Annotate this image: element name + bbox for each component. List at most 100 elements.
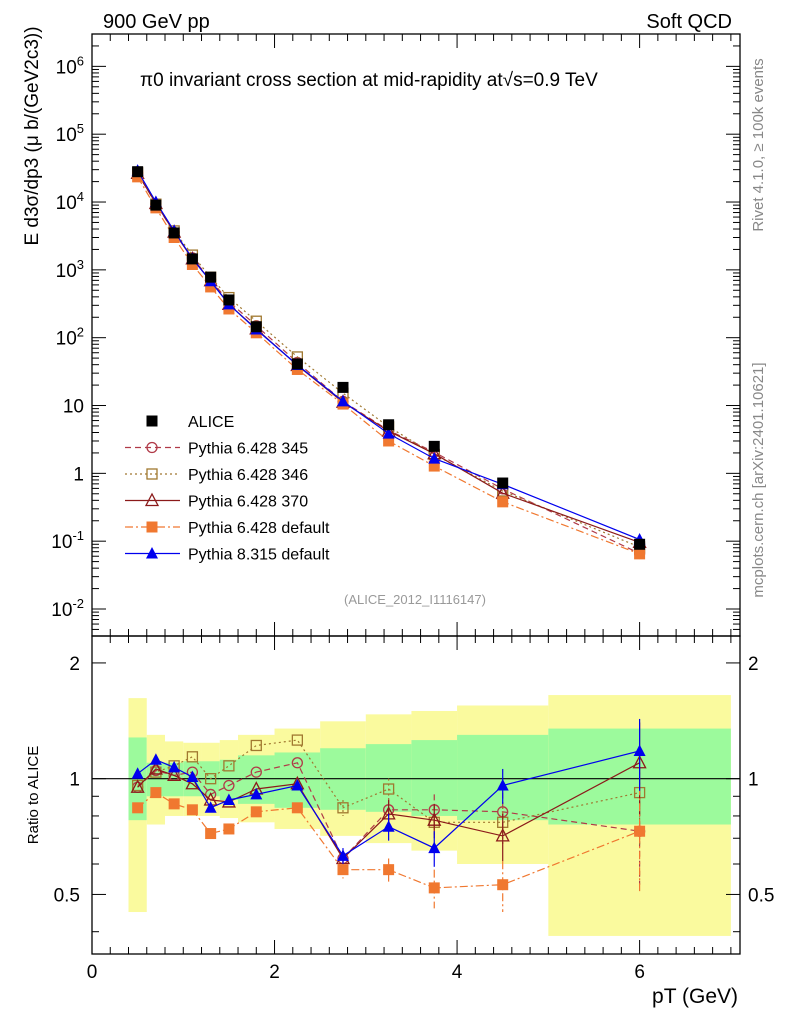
analysis-tag: (ALICE_2012_I1116147) [344, 592, 486, 607]
legend-label: Pythia 6.428 346 [188, 467, 308, 484]
y-tick-label: 10 [63, 397, 84, 418]
data-point [186, 258, 198, 270]
legend-entry: ALICE [146, 414, 234, 431]
data-point [250, 321, 262, 333]
ratio-frame [91, 635, 741, 955]
legend-entry: Pythia 6.428 346 [125, 467, 308, 484]
ratio-point [382, 783, 395, 795]
y-tick-label: 10-2 [51, 596, 84, 621]
ratio-point [250, 739, 262, 752]
legend-marker [146, 441, 158, 454]
ratio-point [130, 779, 145, 793]
legend-marker [146, 521, 158, 533]
ratio-point [223, 779, 235, 792]
ratio-bands [128, 695, 731, 936]
legend-label: Pythia 6.428 345 [188, 441, 308, 458]
ratio-point [291, 802, 303, 814]
data-point [383, 435, 395, 447]
data-point [223, 294, 235, 306]
data-point [291, 358, 303, 370]
ratio-y-tick-label: 0.5 [54, 885, 80, 906]
ratio-point [427, 812, 442, 826]
header-right: Soft QCD [646, 11, 732, 33]
plot-frames [91, 33, 741, 955]
main-series-group [130, 164, 647, 560]
main-y-axis-label: E d3σ/dp3 (μ b/(GeV2c3)) [22, 26, 43, 245]
ratio-y-tick-label-right: 1 [748, 770, 759, 791]
ratio-point [223, 760, 235, 772]
y-tick-label: 105 [56, 121, 84, 146]
data-point [186, 253, 198, 265]
ratio-point [167, 767, 182, 782]
data-point [150, 199, 162, 211]
ratio-point [205, 828, 217, 840]
data-point [428, 440, 440, 452]
ratio-point [336, 849, 349, 861]
y-tick-label: 1 [73, 464, 84, 485]
legend-marker [146, 468, 158, 480]
data-point [497, 496, 509, 508]
series-line [137, 172, 640, 543]
data-point [428, 452, 441, 464]
y-tick-label: 103 [56, 257, 84, 282]
data-point [428, 460, 440, 472]
ratio-point [337, 802, 349, 814]
ratio-point [337, 864, 349, 876]
x-tick-label: 2 [269, 962, 280, 983]
legend-entry: Pythia 8.315 default [125, 547, 330, 564]
ratio-point [496, 779, 509, 791]
ratio-point [497, 879, 509, 891]
ratio-point [633, 744, 646, 757]
ratio-pythia-8-315-default [131, 718, 646, 867]
ratio-point [291, 779, 304, 791]
legend-entry: Pythia 6.428 default [125, 520, 330, 537]
series-pythia-8-315-default [131, 164, 646, 545]
ratio-series-group [130, 718, 647, 913]
ratio-point [250, 766, 262, 778]
ratio-point [131, 767, 144, 779]
ratio-point [223, 823, 235, 835]
legend-marker [146, 547, 158, 559]
series-line [137, 170, 640, 541]
ratio-point [383, 864, 395, 876]
ratio-point [186, 770, 199, 783]
series-alice [132, 166, 646, 550]
ratio-pythia-6-428-default [132, 787, 646, 913]
rivet-label: Rivet 4.1.0, ≥ 100k events [750, 58, 767, 231]
data-point [337, 381, 349, 393]
ratio-point [428, 882, 440, 894]
series-line [137, 172, 640, 548]
ratio-y-axis-label: Ratio to ALICE [25, 746, 42, 844]
ratio-point [250, 787, 263, 800]
ratio-point [428, 841, 441, 854]
legend-entry: Pythia 6.428 345 [125, 441, 308, 458]
x-tick-label: 6 [634, 962, 645, 983]
data-point [382, 427, 395, 439]
ratio-point [291, 757, 304, 769]
ratio-point [250, 806, 262, 818]
ratio-point [150, 787, 162, 799]
ratio-point [149, 753, 162, 765]
ratio-point [222, 793, 235, 806]
data-point [132, 166, 144, 178]
green-band-bin [411, 740, 458, 816]
data-point [634, 548, 646, 560]
axis-ticks: 0 2 4 6 10-2 10-1 1 10 102 103 104 105 106 0.5 0.5 1 1 2 2 [51, 33, 774, 983]
ratio-y-tick-label: 2 [69, 654, 80, 675]
ratio-point [186, 804, 198, 816]
ratio-y-tick-label-right: 2 [748, 654, 759, 675]
mcplots-label: mcplots.cern.ch [arXiv:2401.10621] [750, 362, 767, 597]
ratio-point [291, 734, 304, 746]
ratio-point [204, 773, 217, 785]
data-point [383, 419, 395, 431]
x-axis-label: pT (GeV) [652, 985, 738, 1008]
ratio-point [204, 801, 217, 813]
series-pythia-6-428-370 [130, 165, 647, 549]
data-point [336, 394, 349, 407]
data-point [634, 538, 646, 550]
data-point [205, 271, 217, 283]
y-tick-label: 104 [56, 189, 84, 214]
legend-marker [144, 492, 160, 507]
x-tick-label: 0 [87, 962, 98, 983]
